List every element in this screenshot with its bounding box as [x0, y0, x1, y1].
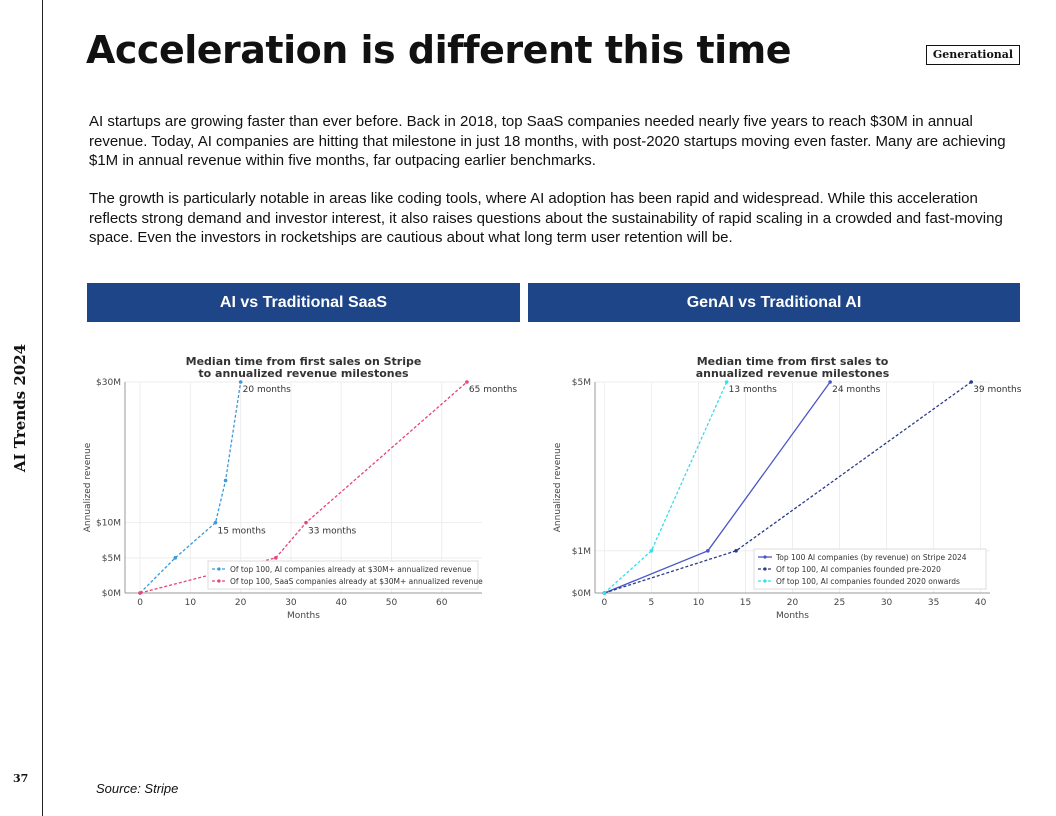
y-tick-label: $0M: [572, 589, 591, 599]
legend-marker: [217, 579, 221, 583]
data-point: [649, 549, 654, 553]
point-annotation: 24 months: [832, 385, 881, 395]
data-point: [173, 556, 178, 560]
legend-label: Top 100 AI companies (by revenue) on Str…: [775, 553, 967, 562]
x-tick-label: 30: [285, 598, 297, 608]
x-tick-label: 25: [834, 598, 845, 608]
tab-genai-vs-ai: GenAI vs Traditional AI: [528, 283, 1020, 322]
x-tick-label: 10: [693, 598, 705, 608]
chart-title: Median time from first sales on Stripe: [186, 355, 422, 368]
x-axis-label: Months: [776, 611, 809, 621]
point-annotation: 15 months: [218, 527, 267, 537]
y-tick-label: $1M: [572, 547, 591, 557]
data-point: [138, 591, 142, 595]
category-badge: Generational: [926, 45, 1020, 65]
x-tick-label: 0: [602, 598, 608, 608]
x-tick-label: 60: [436, 598, 448, 608]
chart-title: annualized revenue milestones: [696, 367, 890, 380]
y-tick-label: $5M: [572, 378, 591, 388]
point-annotation: 33 months: [308, 527, 357, 537]
chart-genai-vs-ai: Median time from first sales toannualize…: [553, 355, 1022, 621]
data-point: [465, 380, 469, 384]
data-point: [706, 549, 710, 553]
legend-box: [753, 548, 987, 590]
y-axis-label: Annualized revenue: [83, 442, 93, 532]
legend-marker: [217, 567, 221, 571]
legend-marker: [763, 579, 767, 583]
y-tick-label: $5M: [102, 554, 121, 564]
point-annotation: 20 months: [243, 385, 292, 395]
legend-label: Of top 100, AI companies founded 2020 on…: [776, 577, 960, 586]
legend-label: Of top 100, AI companies already at $30M…: [230, 565, 472, 574]
legend-box: [207, 560, 479, 590]
x-tick-label: 50: [386, 598, 398, 608]
data-point: [238, 380, 243, 384]
data-point: [734, 549, 738, 553]
page-number: 37: [13, 772, 29, 785]
x-tick-label: 30: [881, 598, 893, 608]
sidebar-divider: [42, 0, 43, 816]
legend-label: Of top 100, AI companies founded pre-202…: [776, 565, 941, 574]
data-point: [274, 556, 278, 560]
y-tick-label: $0M: [102, 589, 121, 599]
series-line: [604, 381, 972, 594]
chart-title: to annualized revenue milestones: [198, 367, 409, 380]
data-point: [213, 520, 218, 525]
intro-paragraph: AI startups are growing faster than ever…: [89, 113, 1006, 169]
x-tick-label: 40: [335, 598, 347, 608]
legend-marker: [763, 555, 767, 559]
series-line: [603, 381, 728, 594]
detail-paragraph: The growth is particularly notable in ar…: [89, 190, 1003, 246]
tab-ai-vs-saas: AI vs Traditional SaaS: [87, 283, 520, 322]
page-title: Acceleration is different this time: [86, 28, 792, 72]
data-point: [223, 478, 228, 483]
chart-ai-vs-saas: Median time from first sales on Stripeto…: [83, 355, 518, 621]
x-tick-label: 35: [928, 598, 939, 608]
data-point: [969, 380, 973, 384]
x-tick-label: 10: [185, 598, 197, 608]
chart-title: Median time from first sales to: [697, 355, 889, 368]
side-label: AI Trends 2024: [11, 343, 29, 473]
x-tick-label: 20: [235, 598, 247, 608]
point-annotation: 39 months: [973, 385, 1022, 395]
x-axis-label: Months: [287, 611, 320, 621]
x-tick-label: 20: [787, 598, 799, 608]
x-tick-label: 5: [649, 598, 655, 608]
x-tick-label: 15: [740, 598, 751, 608]
legend-marker: [763, 567, 767, 571]
point-annotation: 13 months: [729, 385, 778, 395]
source-note: Source: Stripe: [96, 781, 179, 796]
data-point: [828, 380, 832, 384]
y-tick-label: $30M: [96, 378, 121, 388]
x-tick-label: 40: [975, 598, 987, 608]
y-axis-label: Annualized revenue: [553, 442, 563, 532]
data-point: [304, 520, 308, 525]
data-point: [602, 591, 607, 595]
y-tick-label: $10M: [96, 519, 121, 529]
data-point: [724, 380, 729, 384]
legend-label: Of top 100, SaaS companies already at $3…: [230, 577, 483, 586]
x-tick-label: 0: [137, 598, 143, 608]
point-annotation: 65 months: [469, 385, 518, 395]
